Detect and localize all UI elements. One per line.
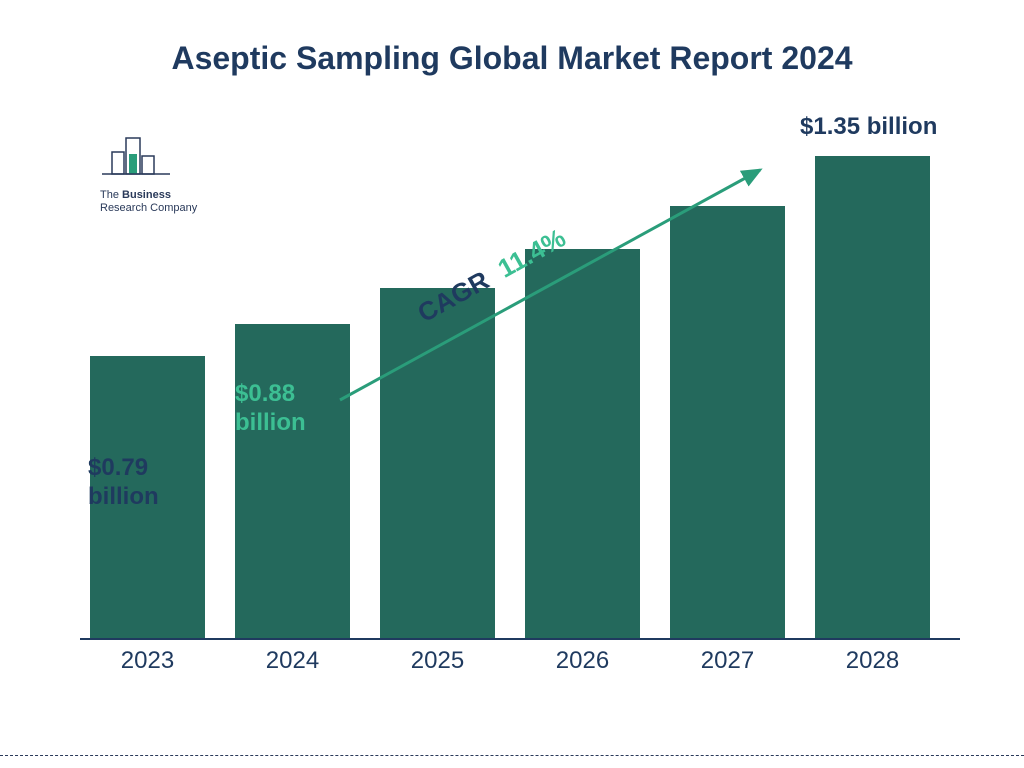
value-label-2: $1.35 billion	[800, 113, 937, 142]
chart-container: Aseptic Sampling Global Market Report 20…	[0, 0, 1024, 768]
value-label-1: $0.88billion	[235, 380, 306, 438]
footer-divider	[0, 755, 1024, 756]
arrow-line	[340, 170, 760, 400]
value-label-0: $0.79billion	[88, 454, 159, 512]
